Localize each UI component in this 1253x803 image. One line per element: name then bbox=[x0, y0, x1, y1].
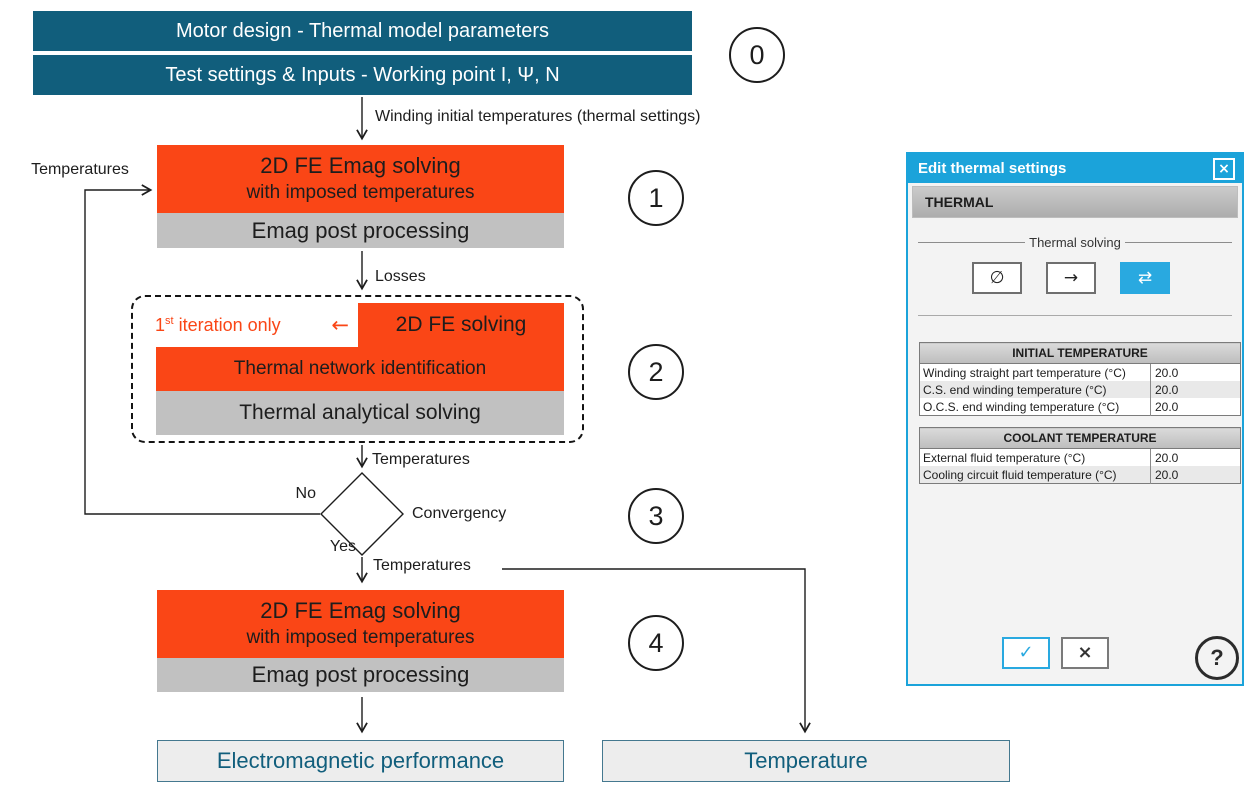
losses-label: Losses bbox=[375, 268, 426, 285]
feedback-temperatures-label: Temperatures bbox=[31, 161, 129, 178]
dialog-divider bbox=[918, 315, 1232, 316]
step-circle-2: 2 bbox=[628, 344, 684, 400]
ok-button[interactable]: ✓ bbox=[1002, 637, 1050, 669]
two-way-solving-button[interactable]: ⇄ bbox=[1120, 262, 1170, 294]
step-number: 3 bbox=[648, 500, 664, 531]
thermal-solving-group: Thermal solving bbox=[918, 235, 1233, 250]
table-row: Winding straight part temperature (°C) 2… bbox=[919, 363, 1241, 381]
row-value-input[interactable]: 20.0 bbox=[1155, 450, 1179, 465]
fe-emag-line1: 2D FE Emag solving bbox=[260, 153, 461, 179]
electromagnetic-performance-label: Electromagnetic performance bbox=[216, 748, 505, 773]
emag-post-label: Emag post processing bbox=[251, 217, 470, 243]
step-circle-0: 0 bbox=[729, 27, 785, 83]
motor-design-label: Motor design - Thermal model parameters bbox=[175, 19, 550, 42]
thermal-iteration-group bbox=[131, 295, 584, 443]
legend-line-left bbox=[918, 242, 1026, 243]
step-circle-4: 4 bbox=[628, 615, 684, 671]
cancel-button[interactable]: × bbox=[1061, 637, 1109, 669]
close-icon[interactable]: × bbox=[1213, 157, 1235, 180]
fe-emag-line1: 2D FE Emag solving bbox=[260, 598, 461, 624]
solving-mode-buttons: ∅ → ⇄ bbox=[908, 262, 1234, 294]
dialog-title: Edit thermal settings bbox=[918, 160, 1067, 177]
help-button[interactable]: ? bbox=[1195, 636, 1239, 680]
temperature-result-label: Temperature bbox=[744, 748, 868, 773]
row-value-input[interactable]: 20.0 bbox=[1150, 466, 1241, 484]
motor-design-box: Motor design - Thermal model parameters bbox=[33, 11, 692, 51]
two-way-solving-icon: ⇄ bbox=[1137, 268, 1153, 288]
first-iteration-text: 1st iteration only bbox=[155, 314, 281, 335]
no-thermal-solving-button[interactable]: ∅ bbox=[972, 262, 1022, 294]
winding-temperatures-label: Winding initial temperatures (thermal se… bbox=[375, 108, 701, 125]
row-value-input[interactable]: 20.0 bbox=[1150, 381, 1241, 398]
step-number: 0 bbox=[749, 39, 765, 70]
row-label: Cooling circuit fluid temperature (°C) bbox=[919, 466, 1151, 484]
temperature-result-box: Temperature bbox=[602, 740, 1010, 782]
fe-emag-solving-box-1: 2D FE Emag solving with imposed temperat… bbox=[157, 145, 564, 213]
temperatures-label-2: Temperatures bbox=[372, 451, 470, 468]
thermal-section-header: THERMAL bbox=[912, 186, 1238, 218]
edit-thermal-settings-dialog: Edit thermal settings × THERMAL Thermal … bbox=[906, 152, 1244, 686]
fe-solving-label: 2D FE solving bbox=[395, 313, 527, 336]
emag-post-processing-box-4: Emag post processing bbox=[157, 658, 564, 692]
initial-temperature-header: INITIAL TEMPERATURE bbox=[919, 342, 1241, 364]
thermal-network-box: Thermal network identification bbox=[156, 347, 564, 391]
emag-post-label: Emag post processing bbox=[251, 662, 470, 687]
thermal-network-label: Thermal network identification bbox=[233, 358, 487, 379]
row-label: O.C.S. end winding temperature (°C) bbox=[919, 398, 1151, 416]
row-label: External fluid temperature (°C) bbox=[919, 448, 1151, 466]
step-number: 1 bbox=[648, 182, 664, 213]
table-row: External fluid temperature (°C) 20.0 bbox=[919, 448, 1241, 466]
no-thermal-solving-icon: ∅ bbox=[989, 268, 1005, 288]
step-circle-1: 1 bbox=[628, 170, 684, 226]
test-settings-label: Test settings & Inputs - Working point I… bbox=[165, 63, 560, 86]
yes-label: Yes bbox=[329, 538, 356, 555]
check-icon: ✓ bbox=[1018, 642, 1034, 663]
thermal-solving-label: Thermal solving bbox=[1029, 235, 1121, 250]
step-number: 4 bbox=[648, 627, 664, 658]
table-row: Cooling circuit fluid temperature (°C) 2… bbox=[919, 466, 1241, 484]
emag-post-processing-box-1: Emag post processing bbox=[157, 213, 564, 248]
x-icon: × bbox=[1077, 642, 1093, 663]
fe-emag-solving-box-4: 2D FE Emag solving with imposed temperat… bbox=[157, 590, 564, 658]
left-arrow-icon: ← bbox=[331, 313, 349, 337]
thermal-analytical-label: Thermal analytical solving bbox=[239, 401, 481, 424]
thermal-analytical-box: Thermal analytical solving bbox=[156, 391, 564, 435]
table-row: C.S. end winding temperature (°C) 20.0 bbox=[919, 381, 1241, 398]
initial-temperature-table: INITIAL TEMPERATURE Winding straight par… bbox=[919, 342, 1241, 416]
thermal-section-label: THERMAL bbox=[925, 194, 994, 210]
fe-emag-line2: with imposed temperatures bbox=[246, 626, 475, 648]
legend-line-right bbox=[1124, 242, 1233, 243]
row-value-input[interactable]: 20.0 bbox=[1155, 399, 1179, 414]
convergency-label: Convergency bbox=[412, 505, 507, 522]
row-value-input[interactable]: 20.0 bbox=[1155, 365, 1179, 380]
table-row: O.C.S. end winding temperature (°C) 20.0 bbox=[919, 398, 1241, 416]
electromagnetic-performance-box: Electromagnetic performance bbox=[157, 740, 564, 782]
first-iteration-note: 1st iteration only ← bbox=[145, 303, 353, 347]
step-number: 2 bbox=[648, 356, 664, 387]
dialog-titlebar[interactable]: Edit thermal settings × bbox=[908, 154, 1242, 183]
question-mark-icon: ? bbox=[1210, 645, 1224, 670]
one-way-solving-button[interactable]: → bbox=[1046, 262, 1096, 294]
no-label: No bbox=[295, 485, 316, 502]
coolant-temperature-header: COOLANT TEMPERATURE bbox=[919, 427, 1241, 449]
row-label: C.S. end winding temperature (°C) bbox=[919, 381, 1151, 398]
fe-solving-box: 2D FE solving bbox=[358, 303, 564, 347]
row-label: Winding straight part temperature (°C) bbox=[919, 363, 1151, 381]
temperatures-out-label: Temperatures bbox=[373, 557, 471, 574]
test-settings-box: Test settings & Inputs - Working point I… bbox=[33, 55, 692, 95]
fe-emag-line2: with imposed temperatures bbox=[246, 181, 475, 203]
coolant-temperature-table: COOLANT TEMPERATURE External fluid tempe… bbox=[919, 427, 1241, 484]
one-way-solving-icon: → bbox=[1063, 268, 1079, 288]
step-circle-3: 3 bbox=[628, 488, 684, 544]
